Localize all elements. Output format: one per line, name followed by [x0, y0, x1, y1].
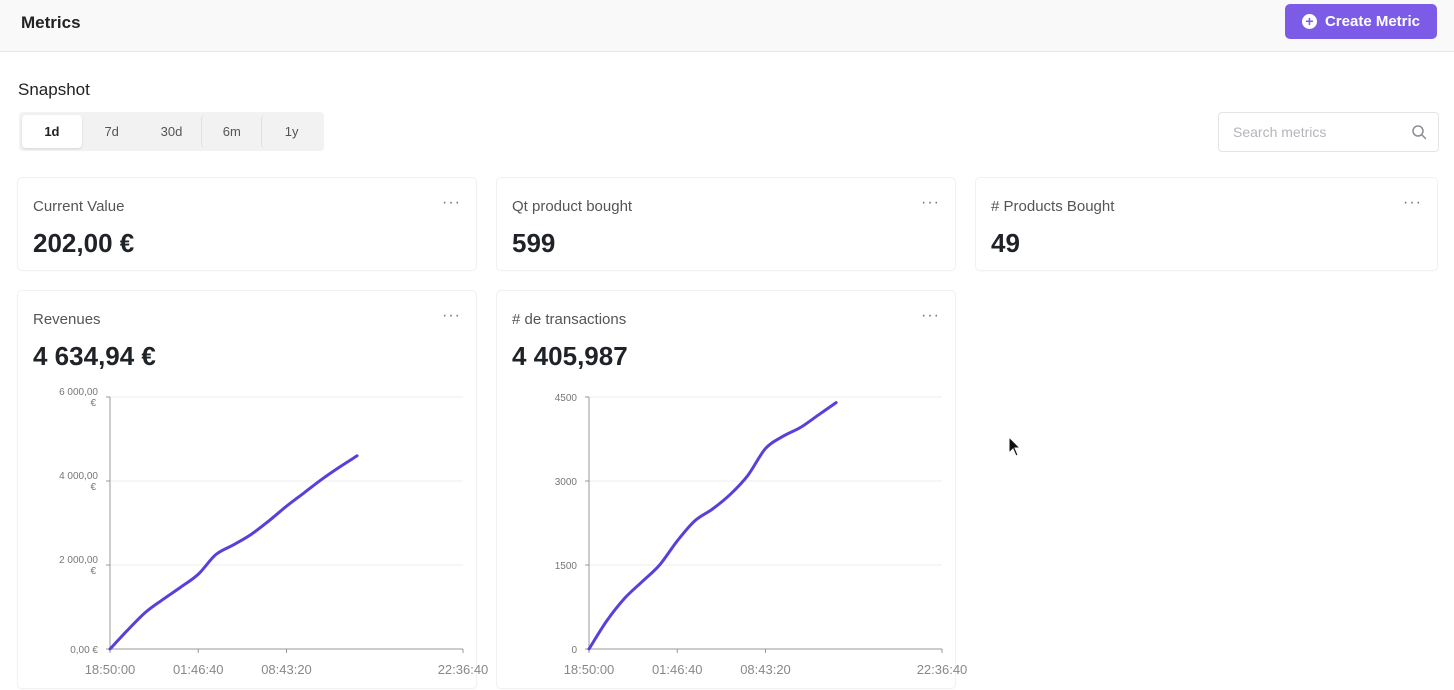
y-tick-label: 2 000,00 € [59, 555, 98, 577]
create-metric-label: Create Metric [1324, 13, 1421, 30]
x-tick-label: 01:46:40 [652, 662, 703, 677]
x-tick-label: 22:36:40 [438, 662, 489, 677]
y-tick-label-value: 4 000,00 [59, 471, 98, 482]
card-value: 4 405,987 [512, 341, 628, 371]
range-tab-1d[interactable]: 1d [22, 115, 82, 148]
x-tick-label: 22:36:40 [917, 662, 968, 677]
create-metric-button[interactable]: + Create Metric [1285, 4, 1437, 39]
y-tick-label: 0,00 € [70, 645, 98, 656]
more-options-icon[interactable]: ··· [442, 194, 461, 211]
search-box [1218, 112, 1439, 152]
card-value: 4 634,94 € [33, 341, 156, 371]
y-tick-label-value: 2 000,00 [59, 555, 98, 566]
y-tick-label-unit: € [90, 566, 96, 577]
y-tick-label: 1500 [555, 561, 578, 572]
range-tab-6m[interactable]: 6m [201, 115, 261, 148]
x-tick-label: 18:50:00 [85, 662, 136, 677]
card-value: 49 [991, 228, 1020, 258]
search-input[interactable] [1231, 123, 1405, 141]
x-tick-label: 08:43:20 [261, 662, 312, 677]
more-options-icon[interactable]: ··· [1403, 194, 1422, 211]
mouse-cursor-icon [1008, 436, 1022, 457]
metric-card-products-bought[interactable]: # Products Bought 49 ··· [976, 178, 1437, 270]
metric-card-revenues[interactable]: Revenues 4 634,94 € ··· 0,00 €2 000,00 €4… [18, 291, 488, 688]
range-tab-1y[interactable]: 1y [261, 115, 321, 148]
series-line [108, 454, 359, 651]
transactions-line-chart: 0 1500 3000 4500 18:50:00 01:46:40 08:43:20 22:… [555, 393, 968, 677]
page-title: Metrics [21, 13, 81, 32]
x-tick-label: 01:46:40 [173, 662, 224, 677]
range-tab-30d[interactable]: 30d [160, 124, 183, 139]
card-value: 202,00 € [33, 228, 135, 258]
x-tick-label: 08:43:20 [740, 662, 791, 677]
card-title: # de transactions [512, 311, 627, 328]
y-tick-label: 3000 [555, 477, 578, 488]
y-tick-label: 6 000,00 € [59, 387, 98, 409]
y-tick-label-unit: € [90, 482, 96, 493]
search-icon[interactable] [1411, 124, 1427, 140]
card-title: Qt product bought [512, 198, 633, 215]
y-tick-label: 4500 [555, 393, 578, 404]
y-tick-label: 0 [571, 645, 577, 656]
top-bar: Metrics + Create Metric [0, 0, 1454, 52]
card-value: 599 [512, 228, 556, 258]
card-title: Current Value [33, 198, 125, 215]
series-line [587, 401, 838, 651]
y-tick-label: 4 000,00 € [59, 471, 98, 493]
plus-circle-icon: + [1301, 14, 1317, 29]
x-tick-label: 18:50:00 [564, 662, 615, 677]
revenues-line-chart: 0,00 €2 000,00 €4 000,00 €6 000,00 €18:50:0… [59, 387, 488, 677]
more-options-icon[interactable]: ··· [921, 307, 940, 324]
y-tick-label-value: 6 000,00 [59, 387, 98, 398]
range-tab-7d[interactable]: 7d [104, 124, 119, 139]
metric-card-transactions[interactable]: # de transactions 4 405,987 ··· 0 1500 300… [497, 291, 968, 688]
more-options-icon[interactable]: ··· [442, 307, 461, 324]
card-title: Revenues [33, 311, 101, 328]
snapshot-label: Snapshot [18, 80, 90, 99]
metric-card-current-value[interactable]: Current Value 202,00 € ··· [18, 178, 476, 270]
y-tick-label-unit: € [90, 398, 96, 409]
card-title: # Products Bought [991, 198, 1115, 215]
range-tabs: 1d 7d 30d 6m 1y [19, 112, 324, 151]
metric-card-qt-product-bought[interactable]: Qt product bought 599 ··· [497, 178, 955, 270]
more-options-icon[interactable]: ··· [921, 194, 940, 211]
